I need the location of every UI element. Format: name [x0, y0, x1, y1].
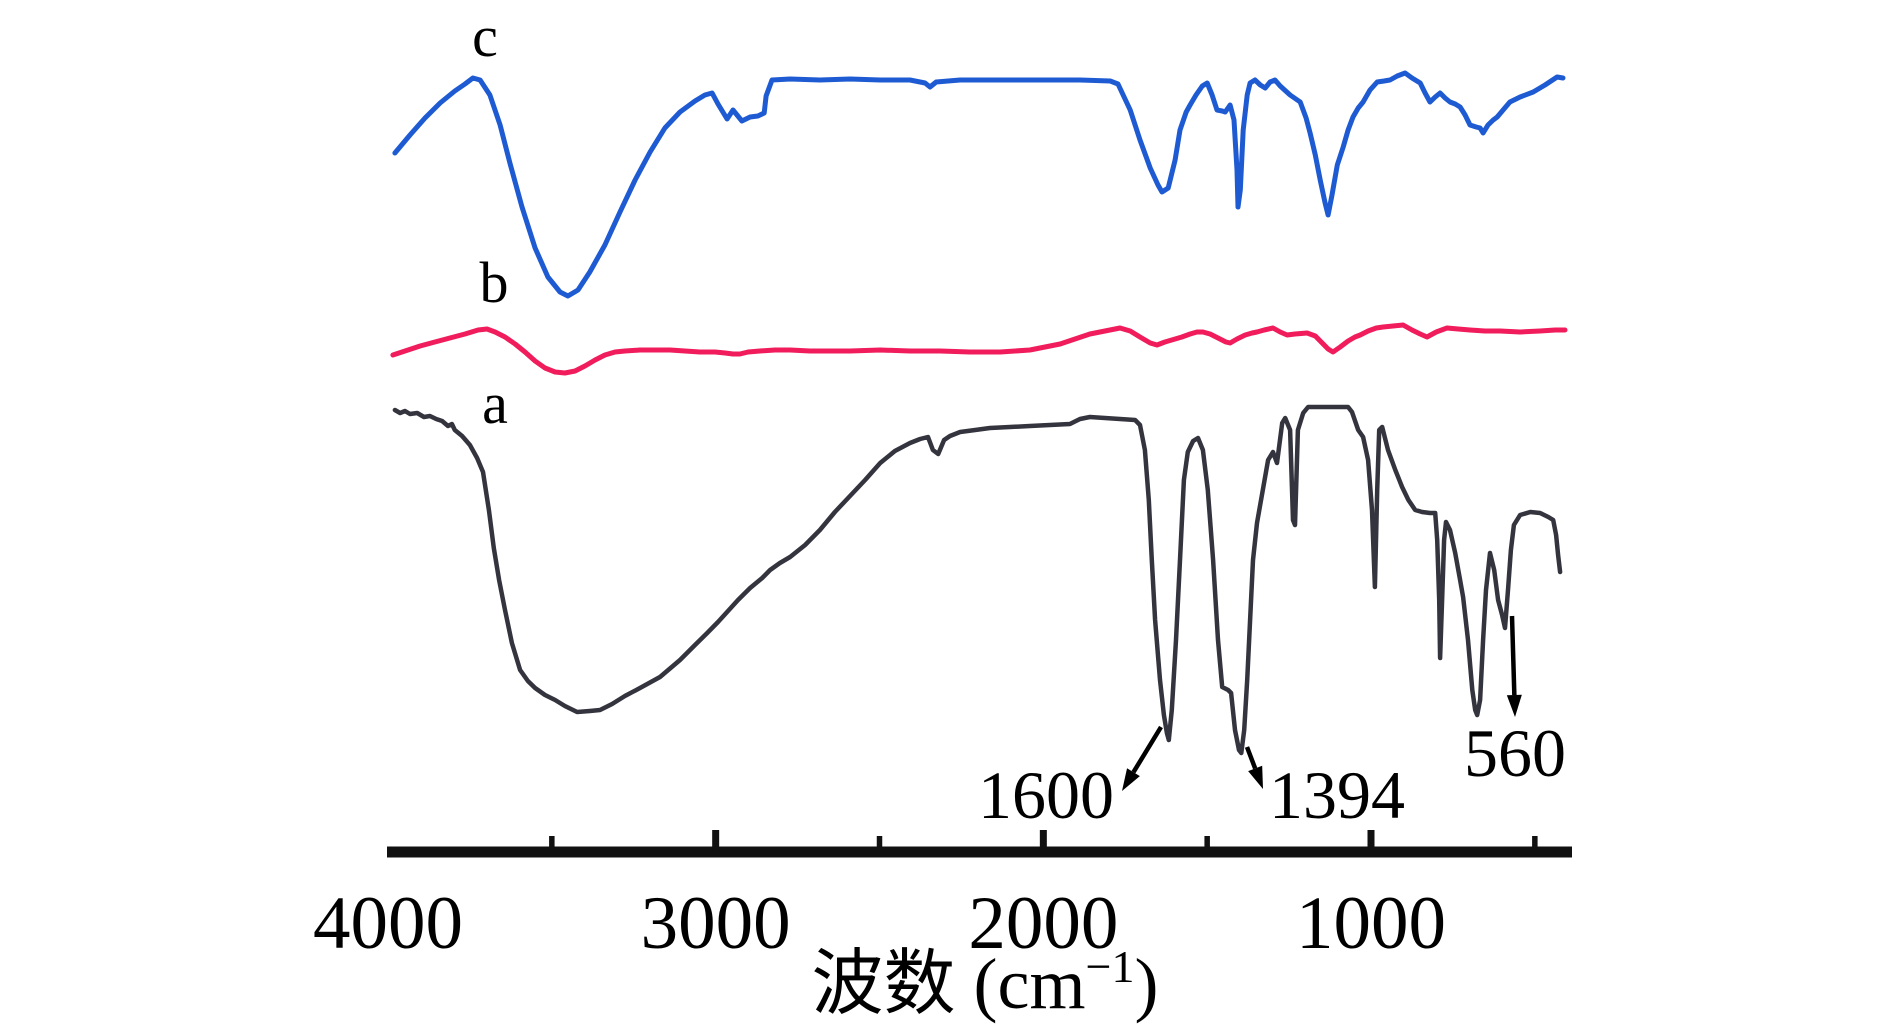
peak-arrow-shaft-1394 [1244, 746, 1258, 770]
x-axis-title: 波数 (cm−1) [812, 941, 1159, 1024]
peak-arrow-head-1394 [1248, 765, 1263, 789]
x-axis-tick-label-2000: 2000 [968, 882, 1118, 965]
x-axis-title-superscript: −1 [1086, 941, 1135, 992]
curve-label-a: a [482, 371, 508, 436]
peak-label-1600: 1600 [978, 757, 1114, 833]
peak-arrow-head-560 [1506, 694, 1522, 717]
x-axis-tick-label-1000: 1000 [1296, 882, 1446, 965]
x-axis-title-text: 波数 (cm [812, 944, 1086, 1024]
peak-annotation-560: 560 [1464, 615, 1566, 791]
peak-label-1394: 1394 [1269, 757, 1405, 833]
x-axis-tick-label-4000: 4000 [313, 882, 463, 965]
x-axis-tick-label-3000: 3000 [641, 882, 791, 965]
curve-label-b: b [480, 250, 509, 315]
spectrum-c-curve [392, 70, 1566, 299]
peak-annotation-1600: 1600 [978, 725, 1163, 833]
peak-arrow-head-1600 [1122, 768, 1140, 791]
spectra-curves-group [390, 70, 1568, 756]
x-axis-group [387, 830, 1572, 858]
curve-label-c: c [472, 4, 498, 69]
peak-arrow-shaft-1600 [1131, 725, 1163, 774]
x-axis-title-text-close: ) [1134, 944, 1158, 1024]
x-axis-tick-labels-group: 4000 3000 2000 1000 [313, 882, 1446, 965]
peak-annotations-group: 1600 1394 560 [978, 615, 1566, 833]
curve-labels-group: c ba [472, 4, 508, 436]
spectrum-b-curve [390, 322, 1568, 376]
peak-annotation-1394: 1394 [1244, 746, 1405, 833]
spectrum-a-curve [392, 404, 1563, 756]
peak-label-560: 560 [1464, 715, 1566, 791]
peak-arrow-shaft-560 [1509, 615, 1517, 696]
